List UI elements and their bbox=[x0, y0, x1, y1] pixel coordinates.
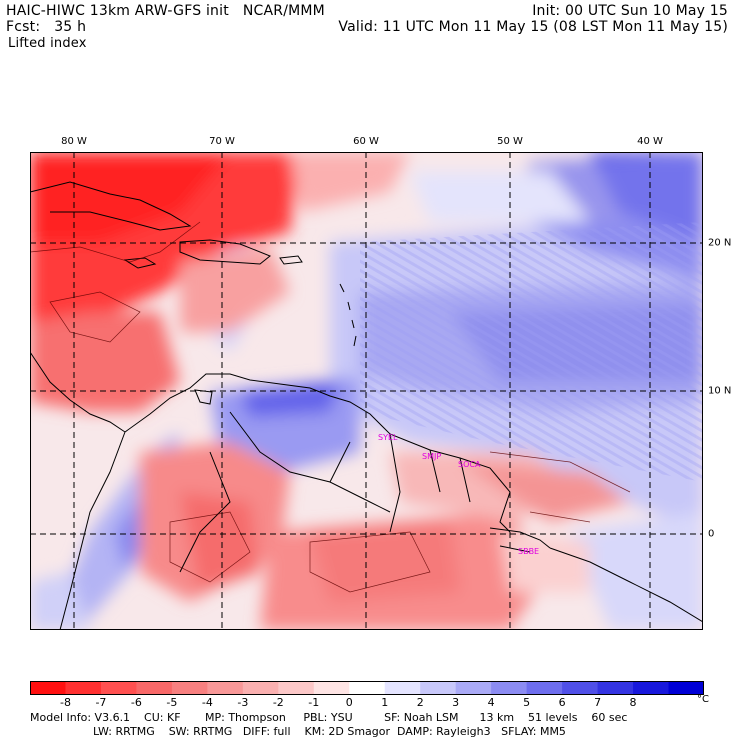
map-frame bbox=[30, 152, 703, 630]
init-time: Init: 00 UTC Sun 10 May 15 bbox=[532, 3, 728, 19]
colorbar-swatch bbox=[100, 681, 137, 695]
lat-label-10n: 10 N bbox=[708, 385, 732, 397]
colorbar-tick-label: -2 bbox=[272, 696, 284, 709]
colorbar-swatch bbox=[455, 681, 492, 695]
colorbar-swatch bbox=[668, 681, 704, 695]
colorbar-swatch bbox=[420, 681, 457, 695]
colorbar-swatch bbox=[491, 681, 528, 695]
colorbar-swatch bbox=[526, 681, 563, 695]
lon-label-50w: 50 W bbox=[497, 136, 523, 147]
colorbar-tick-label: 7 bbox=[594, 696, 602, 709]
lat-label-0: 0 bbox=[708, 528, 715, 540]
colorbar bbox=[30, 681, 704, 695]
colorbar-tick-label: -7 bbox=[95, 696, 107, 709]
colorbar-swatch bbox=[384, 681, 421, 695]
colorbar-swatch bbox=[242, 681, 279, 695]
colorbar-tick-label: -3 bbox=[237, 696, 249, 709]
colorbar-frame bbox=[30, 681, 704, 695]
colorbar-tick-label: 8 bbox=[629, 696, 637, 709]
model-title: HAIC-HIWC 13km ARW-GFS init NCAR/MMM bbox=[6, 3, 325, 19]
colorbar-swatch bbox=[136, 681, 173, 695]
colorbar-swatch bbox=[65, 681, 102, 695]
model-info-line1: Model Info: V3.6.1 CU: KF MP: Thompson P… bbox=[30, 711, 628, 724]
colorbar-swatch bbox=[278, 681, 315, 695]
colorbar-swatch bbox=[349, 681, 386, 695]
station-sbbe: SBBE bbox=[518, 547, 539, 556]
station-smjp: SMJP bbox=[422, 452, 441, 461]
colorbar-tick-label: 2 bbox=[416, 696, 424, 709]
colorbar-tick-label: -8 bbox=[59, 696, 71, 709]
colorbar-swatch bbox=[313, 681, 350, 695]
colorbar-swatch bbox=[633, 681, 670, 695]
lat-lon-grid bbox=[30, 152, 703, 630]
colorbar-tick-label: 0 bbox=[345, 696, 353, 709]
lon-label-70w: 70 W bbox=[209, 136, 235, 147]
colorbar-tick-label: 6 bbox=[558, 696, 566, 709]
colorbar-tick-label: -6 bbox=[130, 696, 142, 709]
lon-label-60w: 60 W bbox=[353, 136, 379, 147]
colorbar-tick-label: -5 bbox=[166, 696, 178, 709]
colorbar-swatch bbox=[30, 681, 66, 695]
field-name: Lifted index bbox=[8, 36, 87, 51]
colorbar-swatch bbox=[597, 681, 634, 695]
colorbar-swatch bbox=[207, 681, 244, 695]
forecast-hour: Fcst: 35 h bbox=[6, 19, 87, 35]
lifted-index-map: SYEL SMJP SOCA SBBE bbox=[30, 152, 703, 630]
colorbar-tick-label: 3 bbox=[452, 696, 460, 709]
coastlines bbox=[30, 181, 703, 630]
colorbar-tick-label: 4 bbox=[487, 696, 495, 709]
colorbar-tick-label: 5 bbox=[523, 696, 531, 709]
colorbar-unit: °C bbox=[697, 694, 709, 705]
atlantic-texture bbox=[360, 222, 703, 482]
colorbar-tick-label: -4 bbox=[201, 696, 213, 709]
model-info-line2: LW: RRTMG SW: RRTMG DIFF: full KM: 2D Sm… bbox=[30, 725, 566, 738]
colorbar-swatch bbox=[562, 681, 599, 695]
lon-label-40w: 40 W bbox=[637, 136, 663, 147]
valid-time: Valid: 11 UTC Mon 11 May 15 (08 LST Mon … bbox=[338, 19, 728, 35]
lon-label-80w: 80 W bbox=[61, 136, 87, 147]
station-syel: SYEL bbox=[378, 433, 398, 442]
colorbar-tick-label: -1 bbox=[308, 696, 320, 709]
colorbar-tick-label: 1 bbox=[381, 696, 389, 709]
colorbar-swatch bbox=[171, 681, 208, 695]
station-soca: SOCA bbox=[458, 460, 481, 469]
lat-label-20n: 20 N bbox=[708, 237, 732, 249]
